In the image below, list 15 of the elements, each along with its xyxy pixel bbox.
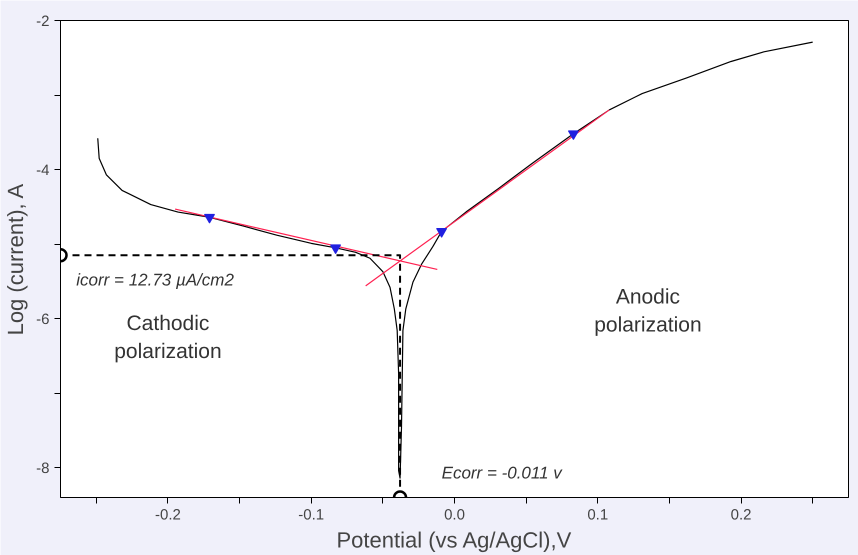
x-axis-title: Potential (vs Ag/AgCl),V — [336, 528, 572, 552]
x-tick-label: -0.2 — [155, 506, 181, 524]
x-tick-label: -0.1 — [298, 506, 324, 524]
annotation: icorr = 12.73 µA/cm2 — [76, 270, 234, 290]
x-tick-label: 0.0 — [444, 506, 465, 524]
y-tick-label: -2 — [36, 13, 50, 30]
y-tick-label: -8 — [36, 460, 50, 478]
y-tick-label: -4 — [36, 162, 50, 180]
annotation: Anodic polarization — [594, 286, 702, 337]
y-axis-title: Log (current), A — [3, 183, 28, 336]
x-tick-label: 0.1 — [587, 506, 608, 524]
y-tick-label: -6 — [36, 311, 50, 328]
annotation: Ecorr = -0.011 v — [442, 463, 564, 482]
x-tick-label: 0.2 — [730, 506, 752, 524]
annotation: Cathodic polarization — [114, 312, 222, 363]
